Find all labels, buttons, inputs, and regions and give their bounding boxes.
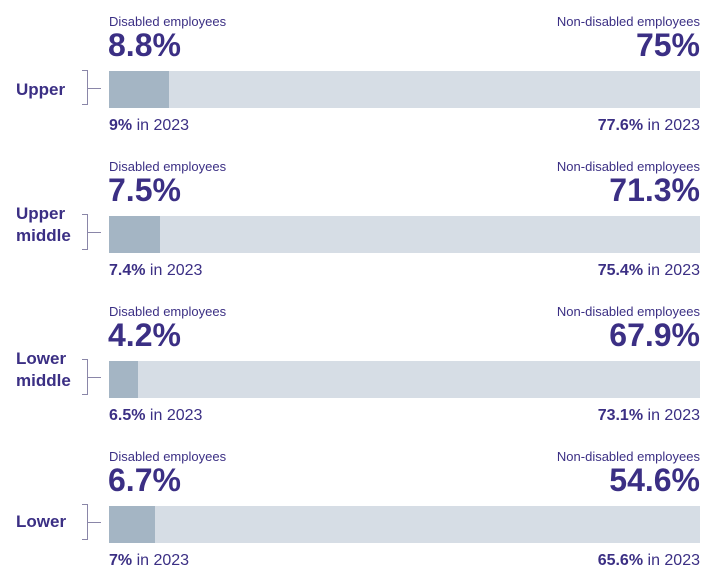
quartile-label: Upper <box>16 80 66 99</box>
disabled-2023-value: 6.5% <box>109 407 146 424</box>
bracket-icon <box>82 359 101 395</box>
disabled-bar <box>109 216 161 253</box>
quartile-label: Lower <box>16 512 67 531</box>
nondisabled-caption: Non-disabled employees <box>556 14 700 29</box>
nondisabled-caption: Non-disabled employees <box>556 449 700 464</box>
disabled-bar <box>109 506 155 543</box>
nondisabled-2023-value: 73.1% <box>597 407 644 424</box>
quartile-label: Upper middle <box>16 204 71 245</box>
disabled-2023: 9% in 2023 <box>109 116 189 136</box>
bar-track <box>109 361 700 398</box>
nondisabled-value: 75% <box>635 27 700 63</box>
disabled-caption: Disabled employees <box>109 14 227 29</box>
bracket-icon <box>82 70 101 105</box>
disabled-2023: 6.5% in 2023 <box>109 406 202 426</box>
nondisabled-value: 54.6% <box>609 462 700 498</box>
bar-track <box>109 506 700 543</box>
disabled-value: 6.7% <box>108 462 181 498</box>
disabled-2023-value: 9% <box>109 117 133 134</box>
nondisabled-caption: Non-disabled employees <box>556 304 700 319</box>
disabled-caption: Disabled employees <box>109 304 227 319</box>
year-suffix: in 2023 <box>643 262 701 279</box>
year-suffix: in 2023 <box>643 552 701 569</box>
disabled-2023-value: 7% <box>109 552 133 569</box>
nondisabled-2023: 77.6% in 2023 <box>598 116 700 136</box>
disabled-value: 8.8% <box>108 27 181 63</box>
quartile-row: Disabled employees Non-disabled employees… <box>0 437 720 577</box>
disabled-2023-value: 7.4% <box>109 262 146 279</box>
disabled-value: 7.5% <box>108 172 181 208</box>
bracket-icon <box>82 214 101 250</box>
disabled-2023: 7.4% in 2023 <box>109 261 202 281</box>
nondisabled-2023-value: 65.6% <box>597 552 644 569</box>
disabled-bar <box>109 71 170 108</box>
year-suffix: in 2023 <box>145 407 203 424</box>
nondisabled-caption: Non-disabled employees <box>556 159 700 174</box>
quartile-row: Disabled employees Non-disabled employees… <box>0 292 720 432</box>
bar-track <box>109 71 700 108</box>
quartile-row: Disabled employees Non-disabled employees… <box>0 2 720 142</box>
nondisabled-2023-value: 75.4% <box>597 262 644 279</box>
disabled-2023: 7% in 2023 <box>109 551 189 571</box>
nondisabled-2023: 65.6% in 2023 <box>598 551 700 571</box>
quartile-label: Lower middle <box>16 349 71 390</box>
nondisabled-2023: 73.1% in 2023 <box>598 406 700 426</box>
disabled-caption: Disabled employees <box>109 449 227 464</box>
year-suffix: in 2023 <box>132 117 190 134</box>
year-suffix: in 2023 <box>132 552 190 569</box>
quartile-row: Disabled employees Non-disabled employees… <box>0 147 720 287</box>
year-suffix: in 2023 <box>145 262 203 279</box>
nondisabled-value: 67.9% <box>609 317 700 353</box>
nondisabled-2023-value: 77.6% <box>597 117 644 134</box>
disabled-caption: Disabled employees <box>109 159 227 174</box>
bar-track <box>109 216 700 253</box>
nondisabled-value: 71.3% <box>609 172 700 208</box>
year-suffix: in 2023 <box>643 407 701 424</box>
disabled-value: 4.2% <box>108 317 181 353</box>
disabled-bar <box>109 361 138 398</box>
bracket-icon <box>82 504 101 540</box>
year-suffix: in 2023 <box>643 117 701 134</box>
nondisabled-2023: 75.4% in 2023 <box>598 261 700 281</box>
